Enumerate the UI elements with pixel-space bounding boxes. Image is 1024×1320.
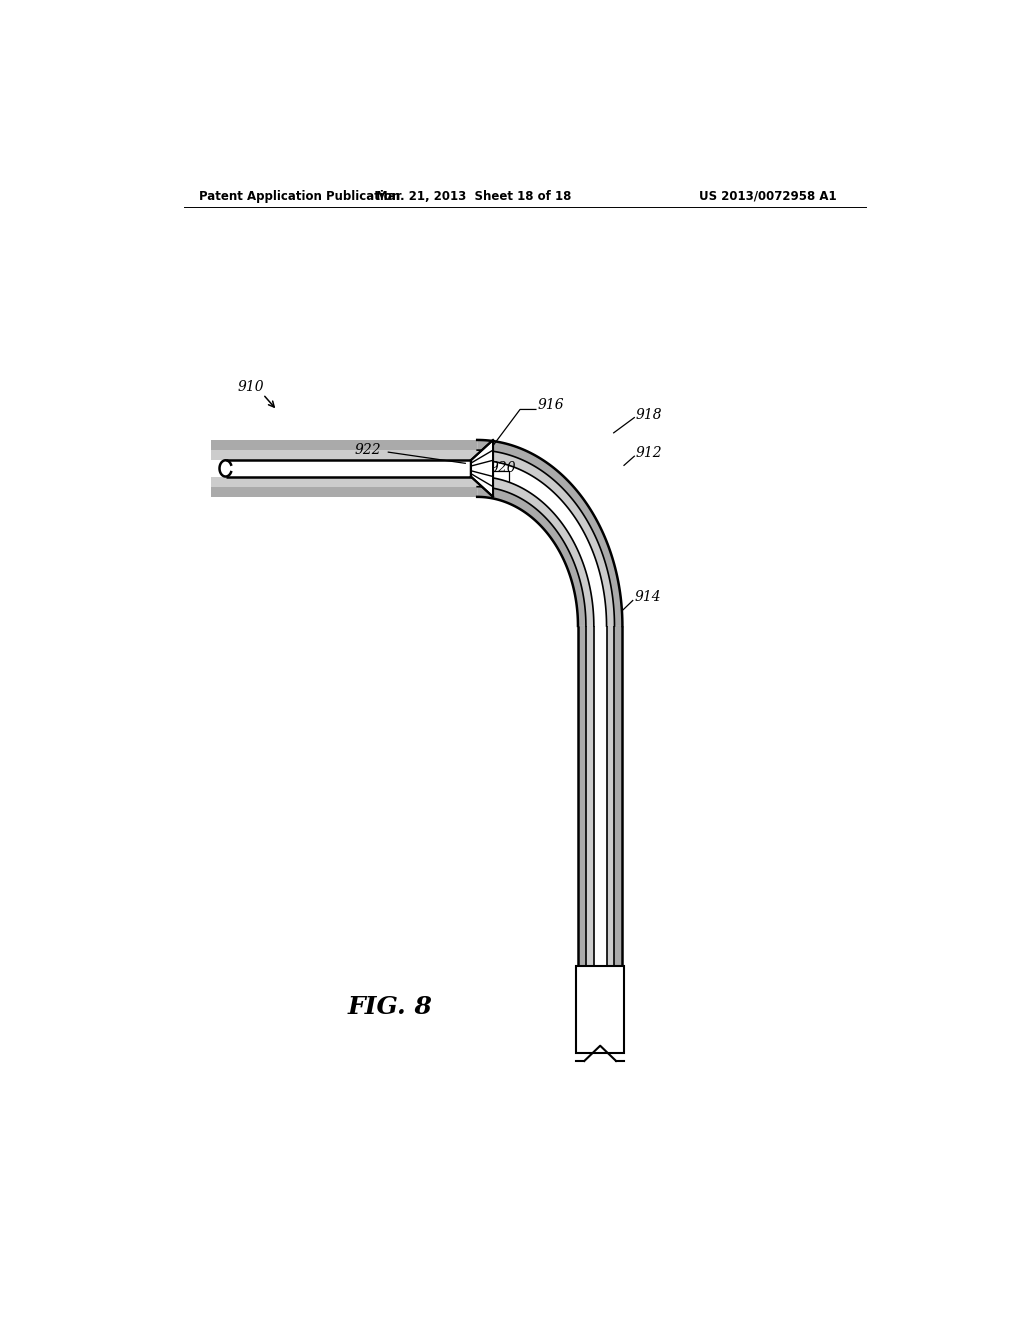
Text: 910: 910 — [238, 380, 264, 395]
Text: Mar. 21, 2013  Sheet 18 of 18: Mar. 21, 2013 Sheet 18 of 18 — [376, 190, 571, 202]
Polygon shape — [586, 626, 594, 966]
Polygon shape — [211, 440, 477, 450]
Text: Patent Application Publication: Patent Application Publication — [200, 190, 400, 202]
Polygon shape — [211, 450, 477, 461]
Polygon shape — [577, 966, 624, 1053]
Text: 920: 920 — [489, 462, 516, 475]
Text: 922: 922 — [354, 444, 381, 457]
Bar — [577, 966, 624, 1053]
Polygon shape — [471, 440, 494, 496]
Text: FIG. 8: FIG. 8 — [347, 995, 432, 1019]
Polygon shape — [477, 450, 614, 626]
Text: 916: 916 — [538, 399, 564, 412]
Text: US 2013/0072958 A1: US 2013/0072958 A1 — [699, 190, 837, 202]
Polygon shape — [211, 477, 477, 487]
Text: 918: 918 — [636, 408, 663, 421]
Polygon shape — [211, 487, 477, 496]
Polygon shape — [477, 487, 586, 626]
Polygon shape — [477, 440, 623, 626]
Text: 914: 914 — [634, 590, 660, 605]
Text: 912: 912 — [636, 446, 663, 461]
Polygon shape — [477, 477, 594, 626]
Polygon shape — [606, 626, 614, 966]
Polygon shape — [578, 626, 586, 966]
Polygon shape — [614, 626, 623, 966]
